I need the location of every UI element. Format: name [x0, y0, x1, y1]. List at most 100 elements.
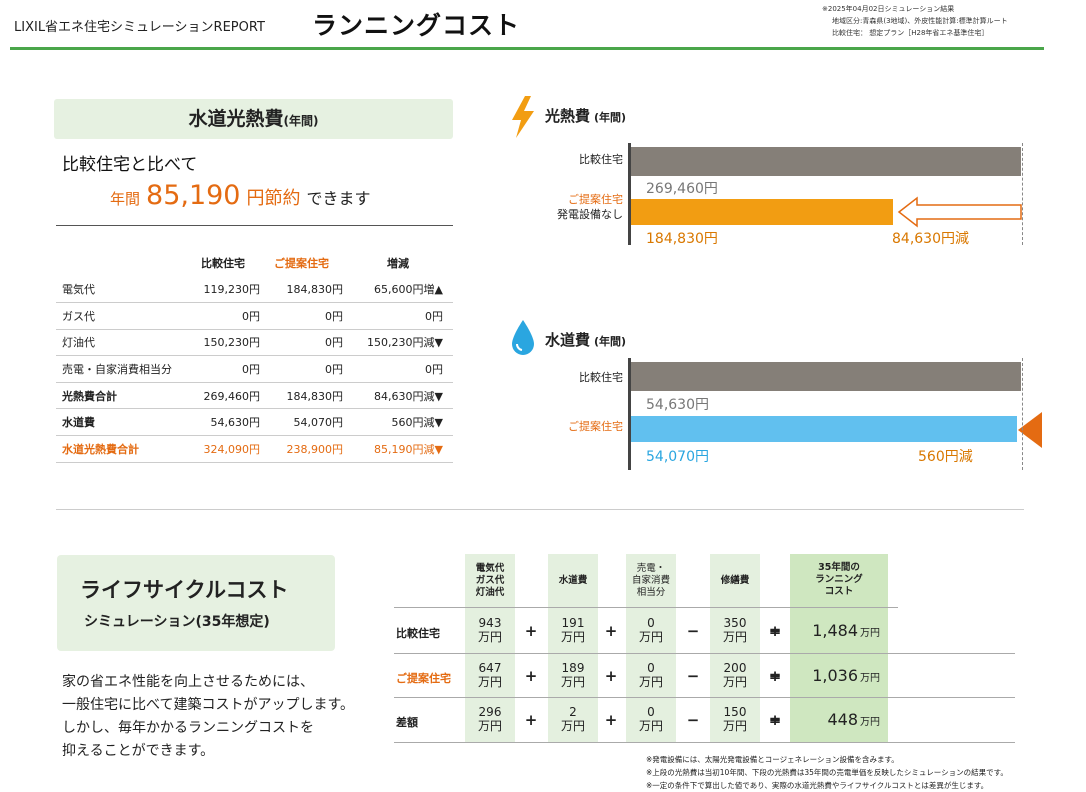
col-bg-water	[548, 554, 598, 742]
lc-line-1	[394, 653, 1015, 654]
energy-value-compare: 269,460円	[646, 181, 718, 197]
lightning-icon	[512, 96, 534, 138]
water-chart-title: 水道費 (年間)	[545, 331, 627, 349]
brand-title: LIXIL省エネ住宅シミュレーションREPORT	[14, 20, 265, 35]
lifecycle-cell-energy: 647 万円	[477, 661, 502, 689]
lifecycle-subtitle: シミュレーション(35年想定)	[84, 614, 270, 630]
row-value-d: 85,190円減▼	[343, 435, 453, 463]
water-diff: 560円減	[918, 449, 973, 465]
table-row: 灯油代 150,230円 0円 150,230円減▼	[56, 329, 453, 357]
utility-banner-title: 水道光熱費	[188, 108, 284, 130]
lifecycle-cell-energy: 296 万円	[477, 705, 502, 733]
water-dash-line	[1022, 358, 1023, 470]
table-row: 電気代 119,230円 184,830円 65,600円増▲	[56, 276, 453, 304]
row-label: ガス代	[56, 302, 186, 330]
footnotes: ※発電設備には、太陽光発電設備とコージェネレーション設備を含みます。 ※上段の光…	[646, 755, 1008, 790]
row-label: 売電・自家消費相当分	[56, 355, 186, 383]
header-water: 水道費	[558, 575, 588, 586]
header-sell: 売電・ 自家消費 相当分	[631, 563, 670, 598]
savings-suffix: できます	[306, 189, 371, 208]
reduction-arrow-icon	[897, 196, 1022, 228]
compare-text: 比較住宅と比べて	[62, 155, 198, 175]
meta-date: ※2025年04月02日シミュレーション結果	[822, 5, 955, 13]
row-value-b: 0円	[260, 329, 343, 357]
triangle-marker-icon	[1018, 412, 1042, 448]
col-diff: 増減	[387, 257, 409, 270]
savings-unit: 円節約	[246, 188, 301, 209]
savings-line: 年間 85,190 円節約 できます	[110, 180, 371, 211]
operator: +	[604, 667, 618, 685]
row-value-a: 0円	[186, 302, 260, 330]
table-row: ガス代 0円 0円 0円	[56, 302, 453, 330]
lifecycle-cell-repair: 200 万円	[722, 661, 747, 689]
operator: +	[524, 711, 538, 729]
row-value-b: 184,830円	[260, 276, 343, 304]
lifecycle-cell-sell: 0 万円	[638, 661, 663, 689]
row-label: 水道光熱費合計	[56, 435, 186, 463]
utility-rule	[56, 225, 453, 226]
utility-table-header: 比較住宅 ご提案住宅 増減	[56, 250, 453, 276]
energy-diff: 84,630円減	[892, 231, 969, 247]
lc-line-0	[394, 607, 898, 608]
row-value-b: 0円	[260, 302, 343, 330]
water-label-proposed: ご提案住宅	[568, 420, 623, 433]
table-row: 光熱費合計 269,460円 184,830円 84,630円減▼	[56, 382, 453, 410]
row-value-a: 150,230円	[186, 329, 260, 357]
header-energy: 電気代 ガス代 灯油代	[475, 563, 505, 598]
energy-label-proposed: ご提案住宅	[568, 193, 623, 206]
energy-value-proposed: 184,830円	[646, 231, 718, 247]
utility-banner-sub: (年間)	[283, 114, 319, 128]
row-value-d: 560円減▼	[343, 408, 453, 437]
lifecycle-cell-repair: 150 万円	[722, 705, 747, 733]
row-value-d: 84,630円減▼	[343, 382, 453, 410]
col-bg-energy	[465, 554, 515, 742]
water-bar-compare	[631, 362, 1021, 391]
table-row: 売電・自家消費相当分 0円 0円 0円	[56, 355, 453, 383]
lifecycle-banner	[57, 555, 335, 651]
lc-line-2	[394, 697, 1015, 698]
row-value-b: 0円	[260, 355, 343, 383]
lifecycle-row-label: 差額	[396, 716, 418, 729]
utility-banner: 水道光熱費(年間)	[54, 99, 453, 139]
energy-label-compare: 比較住宅	[579, 153, 623, 166]
water-value-compare: 54,630円	[646, 397, 709, 413]
lifecycle-row-label: 比較住宅	[396, 627, 440, 640]
col-bg-total	[790, 554, 888, 742]
col-bg-sell	[626, 554, 676, 742]
meta-compare: 比較住宅： 想定プラン［H28年省エネ基準住宅］	[832, 29, 989, 37]
section-divider	[56, 509, 1024, 510]
row-value-d: 65,600円増▲	[343, 276, 453, 304]
energy-label-proposed-sub: 発電設備なし	[557, 208, 623, 221]
water-value-proposed: 54,070円	[646, 449, 709, 465]
header-repair: 修繕費	[720, 575, 750, 586]
lifecycle-cell-energy: 943 万円	[477, 616, 502, 644]
row-value-a: 324,090円	[186, 435, 260, 463]
row-label: 電気代	[56, 276, 186, 304]
equals-operator: =	[768, 622, 782, 640]
row-value-b: 238,900円	[260, 435, 343, 463]
energy-axis	[628, 143, 631, 245]
row-value-a: 54,630円	[186, 408, 260, 437]
col-compare: 比較住宅	[201, 257, 245, 270]
energy-bar-compare	[631, 147, 1021, 176]
lifecycle-cell-sell: 0 万円	[638, 616, 663, 644]
operator: +	[768, 667, 782, 685]
table-row: 水道費 54,630円 54,070円 560円減▼	[56, 408, 453, 437]
header-rule	[10, 47, 1044, 50]
equals-operator: =	[768, 667, 782, 685]
water-drop-icon	[512, 320, 534, 355]
row-label: 水道費	[56, 408, 186, 437]
operator: −	[686, 667, 700, 685]
lifecycle-cell-water: 189 万円	[560, 661, 585, 689]
operator: −	[686, 711, 700, 729]
lifecycle-row-label: ご提案住宅	[396, 672, 451, 685]
energy-chart-title: 光熱費 (年間)	[545, 107, 627, 125]
row-value-d: 0円	[343, 302, 453, 330]
simulation-meta: ※2025年04月02日シミュレーション結果 地域区分:青森県(3地域)、外皮性…	[822, 3, 1008, 39]
col-proposed: ご提案住宅	[274, 257, 329, 270]
equals-operator: =	[768, 711, 782, 729]
operator: −	[686, 622, 700, 640]
operator: +	[524, 622, 538, 640]
water-bar-proposed	[631, 416, 1017, 442]
lifecycle-cell-repair: 350 万円	[722, 616, 747, 644]
